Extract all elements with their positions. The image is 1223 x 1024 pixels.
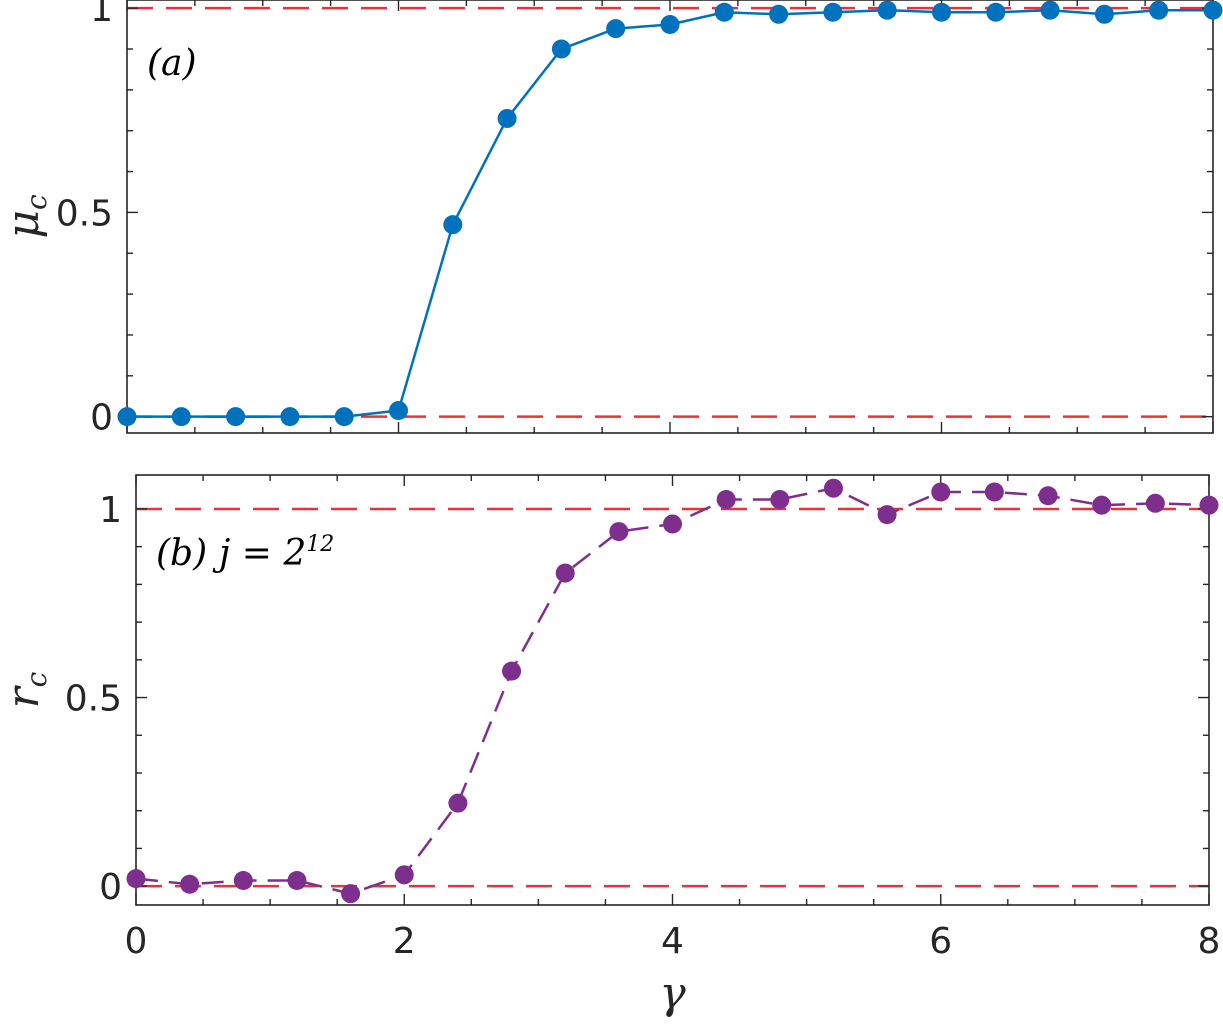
- data-point: [877, 0, 897, 20]
- data-point: [823, 478, 843, 498]
- data-point: [126, 869, 146, 889]
- data-point: [233, 870, 253, 890]
- y-tick-label: 1: [99, 490, 122, 531]
- x-tick-label: 0: [125, 921, 148, 962]
- data-point: [609, 522, 629, 542]
- y-axis-label-subscript: c: [20, 671, 53, 687]
- data-point: [226, 407, 246, 427]
- data-point: [716, 490, 736, 510]
- data-point: [1092, 495, 1112, 515]
- y-axis-label: μc: [0, 194, 53, 239]
- data-point: [394, 865, 414, 885]
- series-line-0: [127, 8, 1213, 418]
- y-tick-label: 1: [90, 0, 113, 30]
- data-point: [606, 19, 626, 39]
- data-point: [769, 4, 789, 24]
- data-point: [171, 407, 191, 427]
- y-axis-label-main: μ: [0, 210, 49, 239]
- data-point: [555, 563, 575, 583]
- x-tick-label: 8: [1198, 921, 1221, 962]
- y-axis-label-subscript: c: [20, 194, 53, 210]
- x-tick-label: 4: [661, 921, 684, 962]
- panel-letter: (a): [147, 43, 197, 84]
- data-point: [660, 15, 680, 35]
- data-point: [1149, 0, 1169, 20]
- panel-annotation: (a): [147, 43, 197, 84]
- data-point: [1199, 495, 1219, 515]
- data-point: [932, 2, 951, 22]
- data-point: [1094, 4, 1114, 24]
- data-point: [986, 2, 1006, 22]
- data-point: [180, 874, 200, 894]
- x-tick-label: 6: [929, 921, 952, 962]
- data-point: [497, 108, 517, 128]
- data-point: [823, 2, 843, 22]
- panel-equation: j = 2: [212, 533, 306, 574]
- data-point: [1038, 486, 1058, 506]
- x-tick-label: 2: [393, 921, 416, 962]
- data-point: [931, 482, 951, 502]
- data-point: [448, 793, 468, 813]
- data-point: [334, 407, 354, 427]
- data-point: [770, 490, 790, 510]
- y-tick-label: 0: [90, 398, 113, 439]
- data-point: [341, 884, 361, 904]
- y-axis-label: rc: [0, 671, 53, 708]
- axes-box: [126, 0, 1214, 434]
- data-point: [1203, 0, 1223, 20]
- panel-exponent: 12: [306, 532, 334, 557]
- y-tick-label: 0.5: [56, 193, 113, 234]
- data-point: [984, 482, 1004, 502]
- panel-a: 0 0.5 1 μc (a): [0, 0, 1223, 439]
- data-point: [287, 870, 307, 890]
- data-point: [443, 215, 463, 235]
- y-tick-label: 0.5: [65, 679, 122, 720]
- data-point: [1040, 0, 1060, 20]
- data-point: [551, 39, 571, 59]
- panel-annotation: (b) j = 212: [156, 532, 334, 574]
- data-point: [117, 407, 137, 427]
- panel-b: 0 2 4 6 8 0 0.5 1 rc γ (b) j = 212: [0, 474, 1221, 1019]
- y-axis-label-main: r: [0, 684, 49, 708]
- data-point: [714, 2, 734, 22]
- data-point: [663, 514, 682, 534]
- data-point: [389, 401, 408, 421]
- y-tick-label: 0: [99, 867, 122, 908]
- panel-letter: (b): [156, 533, 207, 574]
- data-point: [1145, 493, 1165, 513]
- data-point: [502, 661, 522, 681]
- data-point: [877, 505, 897, 525]
- data-point: [280, 407, 300, 427]
- x-axis-label: γ: [659, 968, 686, 1019]
